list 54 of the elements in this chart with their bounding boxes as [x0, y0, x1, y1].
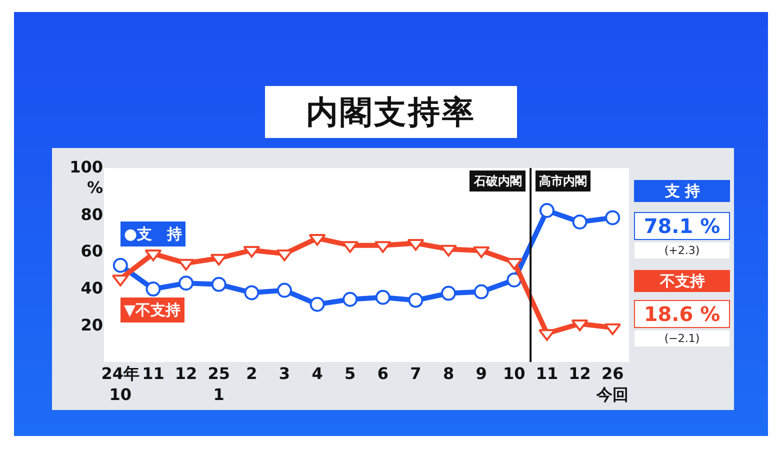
point	[472, 246, 490, 258]
text: (+2.3)	[664, 244, 700, 257]
point	[144, 249, 162, 262]
point	[276, 249, 293, 262]
point	[407, 238, 424, 251]
x-tick-label: 26 今回	[596, 364, 629, 404]
text: (−2.1)	[664, 332, 700, 345]
x-tick-label: 12	[174, 364, 198, 383]
annotation: 高市内閣	[539, 174, 587, 188]
text: 18.6 %	[644, 302, 720, 326]
x-tick-label: 10	[503, 364, 526, 383]
point	[211, 276, 226, 292]
text: 支 持	[664, 182, 700, 200]
text: 78.1 %	[644, 214, 720, 238]
point	[310, 296, 325, 312]
point	[112, 258, 128, 273]
point	[178, 276, 194, 291]
x-tick-label: 7	[410, 364, 422, 383]
x-tick-label: 4	[312, 364, 323, 383]
series-label: ▼不支持	[124, 301, 181, 319]
point	[474, 284, 489, 300]
point	[146, 282, 161, 297]
point	[441, 286, 456, 301]
series-label: ●支 持	[124, 225, 182, 243]
point	[440, 244, 458, 257]
y-tick-label: 100 %	[70, 157, 103, 198]
text: 不支持	[659, 272, 705, 290]
point	[210, 254, 228, 266]
y-tick-label: 40	[80, 278, 103, 298]
x-tick-label: 24年 10	[101, 364, 140, 404]
x-tick-label: 6	[377, 364, 388, 383]
y-tick-label: 80	[80, 204, 103, 224]
x-tick-label: 2	[246, 364, 258, 383]
x-tick-label: 11	[142, 364, 164, 383]
annotation: 石破内閣	[473, 174, 522, 188]
x-tick-label: 3	[278, 364, 290, 383]
x-tick-label: 11	[536, 364, 558, 383]
x-tick-label: 25 1	[208, 364, 230, 404]
point	[342, 292, 358, 307]
point	[375, 290, 390, 305]
point	[276, 282, 292, 298]
y-tick-label: 20	[80, 316, 103, 335]
chart-title: 内閣支持率	[265, 86, 517, 138]
x-tick-label: 9	[476, 364, 487, 383]
point	[243, 246, 260, 258]
x-tick-label: 5	[344, 364, 356, 383]
point	[244, 285, 260, 300]
point	[506, 272, 522, 288]
x-tick-label: 12	[568, 364, 591, 383]
point	[408, 292, 424, 308]
y-tick-label: 60	[80, 242, 103, 261]
point	[308, 234, 326, 246]
point	[178, 258, 195, 271]
x-tick-label: 8	[442, 364, 454, 383]
